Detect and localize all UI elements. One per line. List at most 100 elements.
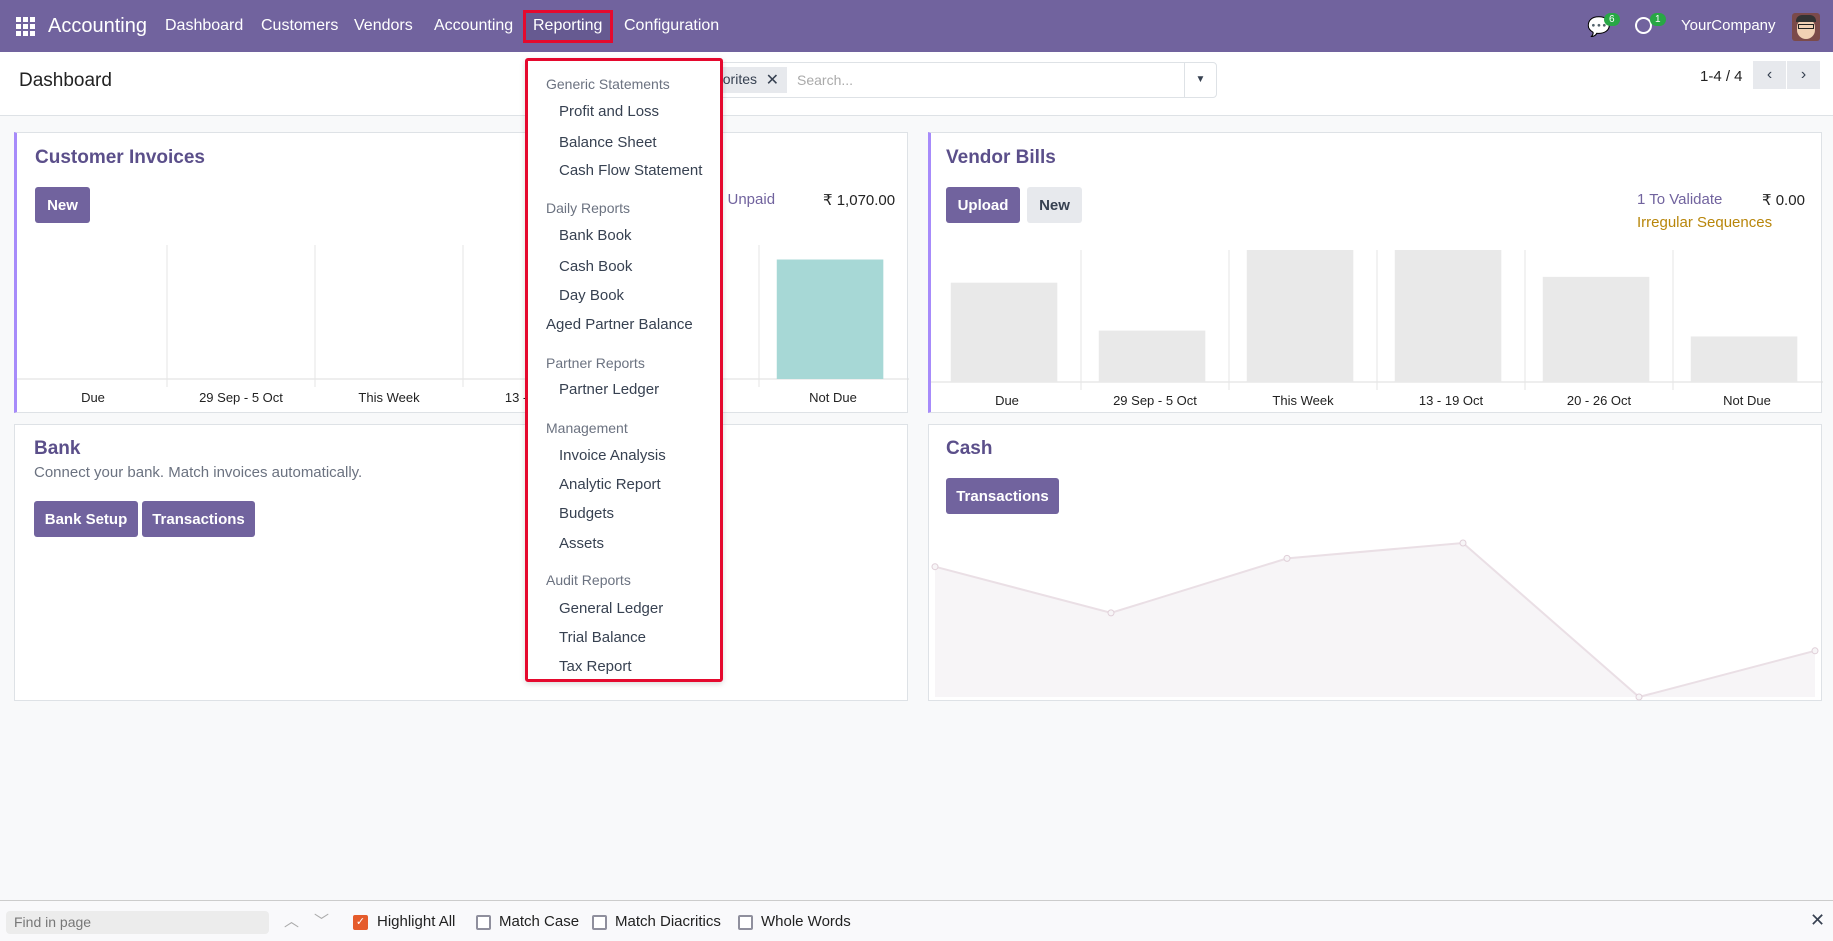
whole-words-label[interactable]: Whole Words xyxy=(761,913,851,930)
activity-clock-icon[interactable] xyxy=(1635,17,1652,34)
menu-item[interactable]: Profit and Loss xyxy=(559,103,660,120)
find-input[interactable]: Find in page xyxy=(6,911,269,934)
chart-x-label: Due xyxy=(81,390,105,405)
pager-next-button[interactable]: › xyxy=(1787,61,1820,89)
irregular-sequences-link[interactable]: Irregular Sequences xyxy=(1637,214,1773,231)
new-bill-button[interactable]: New xyxy=(1027,187,1082,223)
vendor-bills-title[interactable]: Vendor Bills xyxy=(946,147,1056,168)
menu-item[interactable]: General Ledger xyxy=(559,600,664,617)
search-options-toggle[interactable]: ▼ xyxy=(1184,63,1216,97)
whole-words-checkbox[interactable] xyxy=(738,915,753,930)
cash-transactions-button[interactable]: Transactions xyxy=(946,478,1059,514)
menu-item[interactable]: Invoice Analysis xyxy=(559,447,666,464)
chart-x-label: This Week xyxy=(358,390,420,405)
cash-chart[interactable] xyxy=(929,525,1821,701)
company-name[interactable]: YourCompany xyxy=(1681,17,1776,34)
chart-x-label: 20 - 26 Oct xyxy=(1567,393,1632,408)
cash-point xyxy=(931,563,939,571)
menu-reporting-highlight xyxy=(523,10,613,43)
chart-x-label: This Week xyxy=(1272,393,1334,408)
menu-section-header: Audit Reports xyxy=(546,572,631,588)
page-title: Dashboard xyxy=(19,70,112,91)
menu-section-header[interactable]: Aged Partner Balance xyxy=(546,316,693,333)
menu-item[interactable]: Analytic Report xyxy=(559,476,661,493)
activities-badge: 1 xyxy=(1650,13,1666,26)
menu-section-header: Management xyxy=(546,420,628,436)
vendor-bills-card: Vendor Bills Upload New 1 To Validate ₹ … xyxy=(928,132,1823,413)
menu-section-header: Daily Reports xyxy=(546,200,631,216)
to-validate-link[interactable]: 1 To Validate xyxy=(1637,191,1723,208)
cash-point xyxy=(1107,609,1115,617)
customer-invoices-card: Customer Invoices New 1 Unpaid ₹ 1,070.0… xyxy=(14,132,909,413)
menu-item[interactable]: Tax Report xyxy=(559,658,632,675)
menu-item[interactable]: Balance Sheet xyxy=(559,134,657,151)
menu-item[interactable]: Partner Ledger xyxy=(559,381,660,398)
menu-dashboard[interactable]: Dashboard xyxy=(165,17,244,34)
chart-x-label: Due xyxy=(995,393,1019,408)
chart-bar xyxy=(1098,330,1206,382)
chart-bar xyxy=(950,282,1058,382)
control-panel: Dashboard Favorites ✕ Search... ▼ 1-4 / … xyxy=(0,52,1833,116)
pager-value[interactable]: 1-4 / 4 xyxy=(1700,68,1743,85)
menu-customers[interactable]: Customers xyxy=(261,17,339,34)
highlight-all-checkbox[interactable]: ✓ xyxy=(353,915,368,930)
menu-configuration[interactable]: Configuration xyxy=(624,17,720,34)
remove-facet-icon[interactable]: ✕ xyxy=(765,72,779,89)
top-navbar: Accounting Dashboard Customers Vendors A… xyxy=(0,0,1833,52)
match-case-checkbox[interactable] xyxy=(476,915,491,930)
bank-transactions-button[interactable]: Transactions xyxy=(142,501,255,537)
menu-item[interactable]: Cash Flow Statement xyxy=(559,162,703,179)
app-title[interactable]: Accounting xyxy=(48,15,147,37)
chart-bar xyxy=(776,259,884,379)
chart-bar xyxy=(1690,336,1798,382)
cash-title[interactable]: Cash xyxy=(946,438,993,459)
chart-x-label: Not Due xyxy=(809,390,857,405)
search-input[interactable]: Search... xyxy=(797,72,854,88)
chart-bar xyxy=(1246,250,1354,382)
chart-x-label: 29 Sep - 5 Oct xyxy=(199,390,283,405)
close-find-bar-icon[interactable]: ✕ xyxy=(1810,910,1826,930)
menu-item[interactable]: Trial Balance xyxy=(559,629,646,646)
pager-previous-button[interactable]: ‹ xyxy=(1753,61,1786,89)
menu-vendors[interactable]: Vendors xyxy=(354,17,413,34)
match-diacritics-label[interactable]: Match Diacritics xyxy=(615,913,721,930)
menu-item[interactable]: Day Book xyxy=(559,287,625,304)
bank-description: Connect your bank. Match invoices automa… xyxy=(34,464,363,481)
upload-bill-button[interactable]: Upload xyxy=(946,187,1020,223)
menu-item[interactable]: Cash Book xyxy=(559,258,633,275)
chart-bar xyxy=(1394,250,1502,382)
find-previous-icon[interactable]: ︿ xyxy=(284,913,300,930)
bank-title[interactable]: Bank xyxy=(34,438,81,459)
highlight-all-label[interactable]: Highlight All xyxy=(377,913,456,930)
cash-area xyxy=(935,543,1815,697)
bank-card: Bank Connect your bank. Match invoices a… xyxy=(14,424,908,701)
vendor-bills-chart[interactable]: Due 29 Sep - 5 Oct This Week 13 - 19 Oct 20 … xyxy=(931,233,1823,413)
new-invoice-button[interactable]: New xyxy=(35,187,90,223)
customer-invoices-title[interactable]: Customer Invoices xyxy=(35,147,205,168)
menu-reporting[interactable]: Reporting xyxy=(533,17,603,34)
app-grid-icon[interactable] xyxy=(16,17,35,36)
find-next-icon[interactable]: ﹀ xyxy=(314,913,330,930)
match-case-label[interactable]: Match Case xyxy=(499,913,580,930)
menu-item[interactable]: Bank Book xyxy=(559,227,632,244)
cash-point xyxy=(1459,539,1467,547)
to-validate-amount: ₹ 0.00 xyxy=(1762,192,1805,209)
cash-card: Cash Transactions xyxy=(928,424,1822,701)
find-in-page-bar: Find in page ︿ ﹀ ✓ Highlight All Match C… xyxy=(0,900,1833,941)
bank-setup-button[interactable]: Bank Setup xyxy=(34,501,138,537)
chart-x-label: 29 Sep - 5 Oct xyxy=(1113,393,1197,408)
menu-item[interactable]: Assets xyxy=(559,535,605,552)
chart-bar xyxy=(1542,276,1650,382)
cash-point xyxy=(1635,693,1643,701)
unpaid-link[interactable]: 1 Unpaid xyxy=(715,191,776,208)
chart-x-label: 13 - 19 Oct xyxy=(1419,393,1484,408)
cash-line xyxy=(934,541,1816,699)
match-diacritics-checkbox[interactable] xyxy=(592,915,607,930)
cash-point xyxy=(1283,554,1291,562)
menu-accounting[interactable]: Accounting xyxy=(434,17,514,34)
user-avatar[interactable] xyxy=(1792,13,1820,41)
menu-item[interactable]: Budgets xyxy=(559,505,615,522)
chart-x-label: Not Due xyxy=(1723,393,1771,408)
cash-point xyxy=(1811,647,1819,655)
